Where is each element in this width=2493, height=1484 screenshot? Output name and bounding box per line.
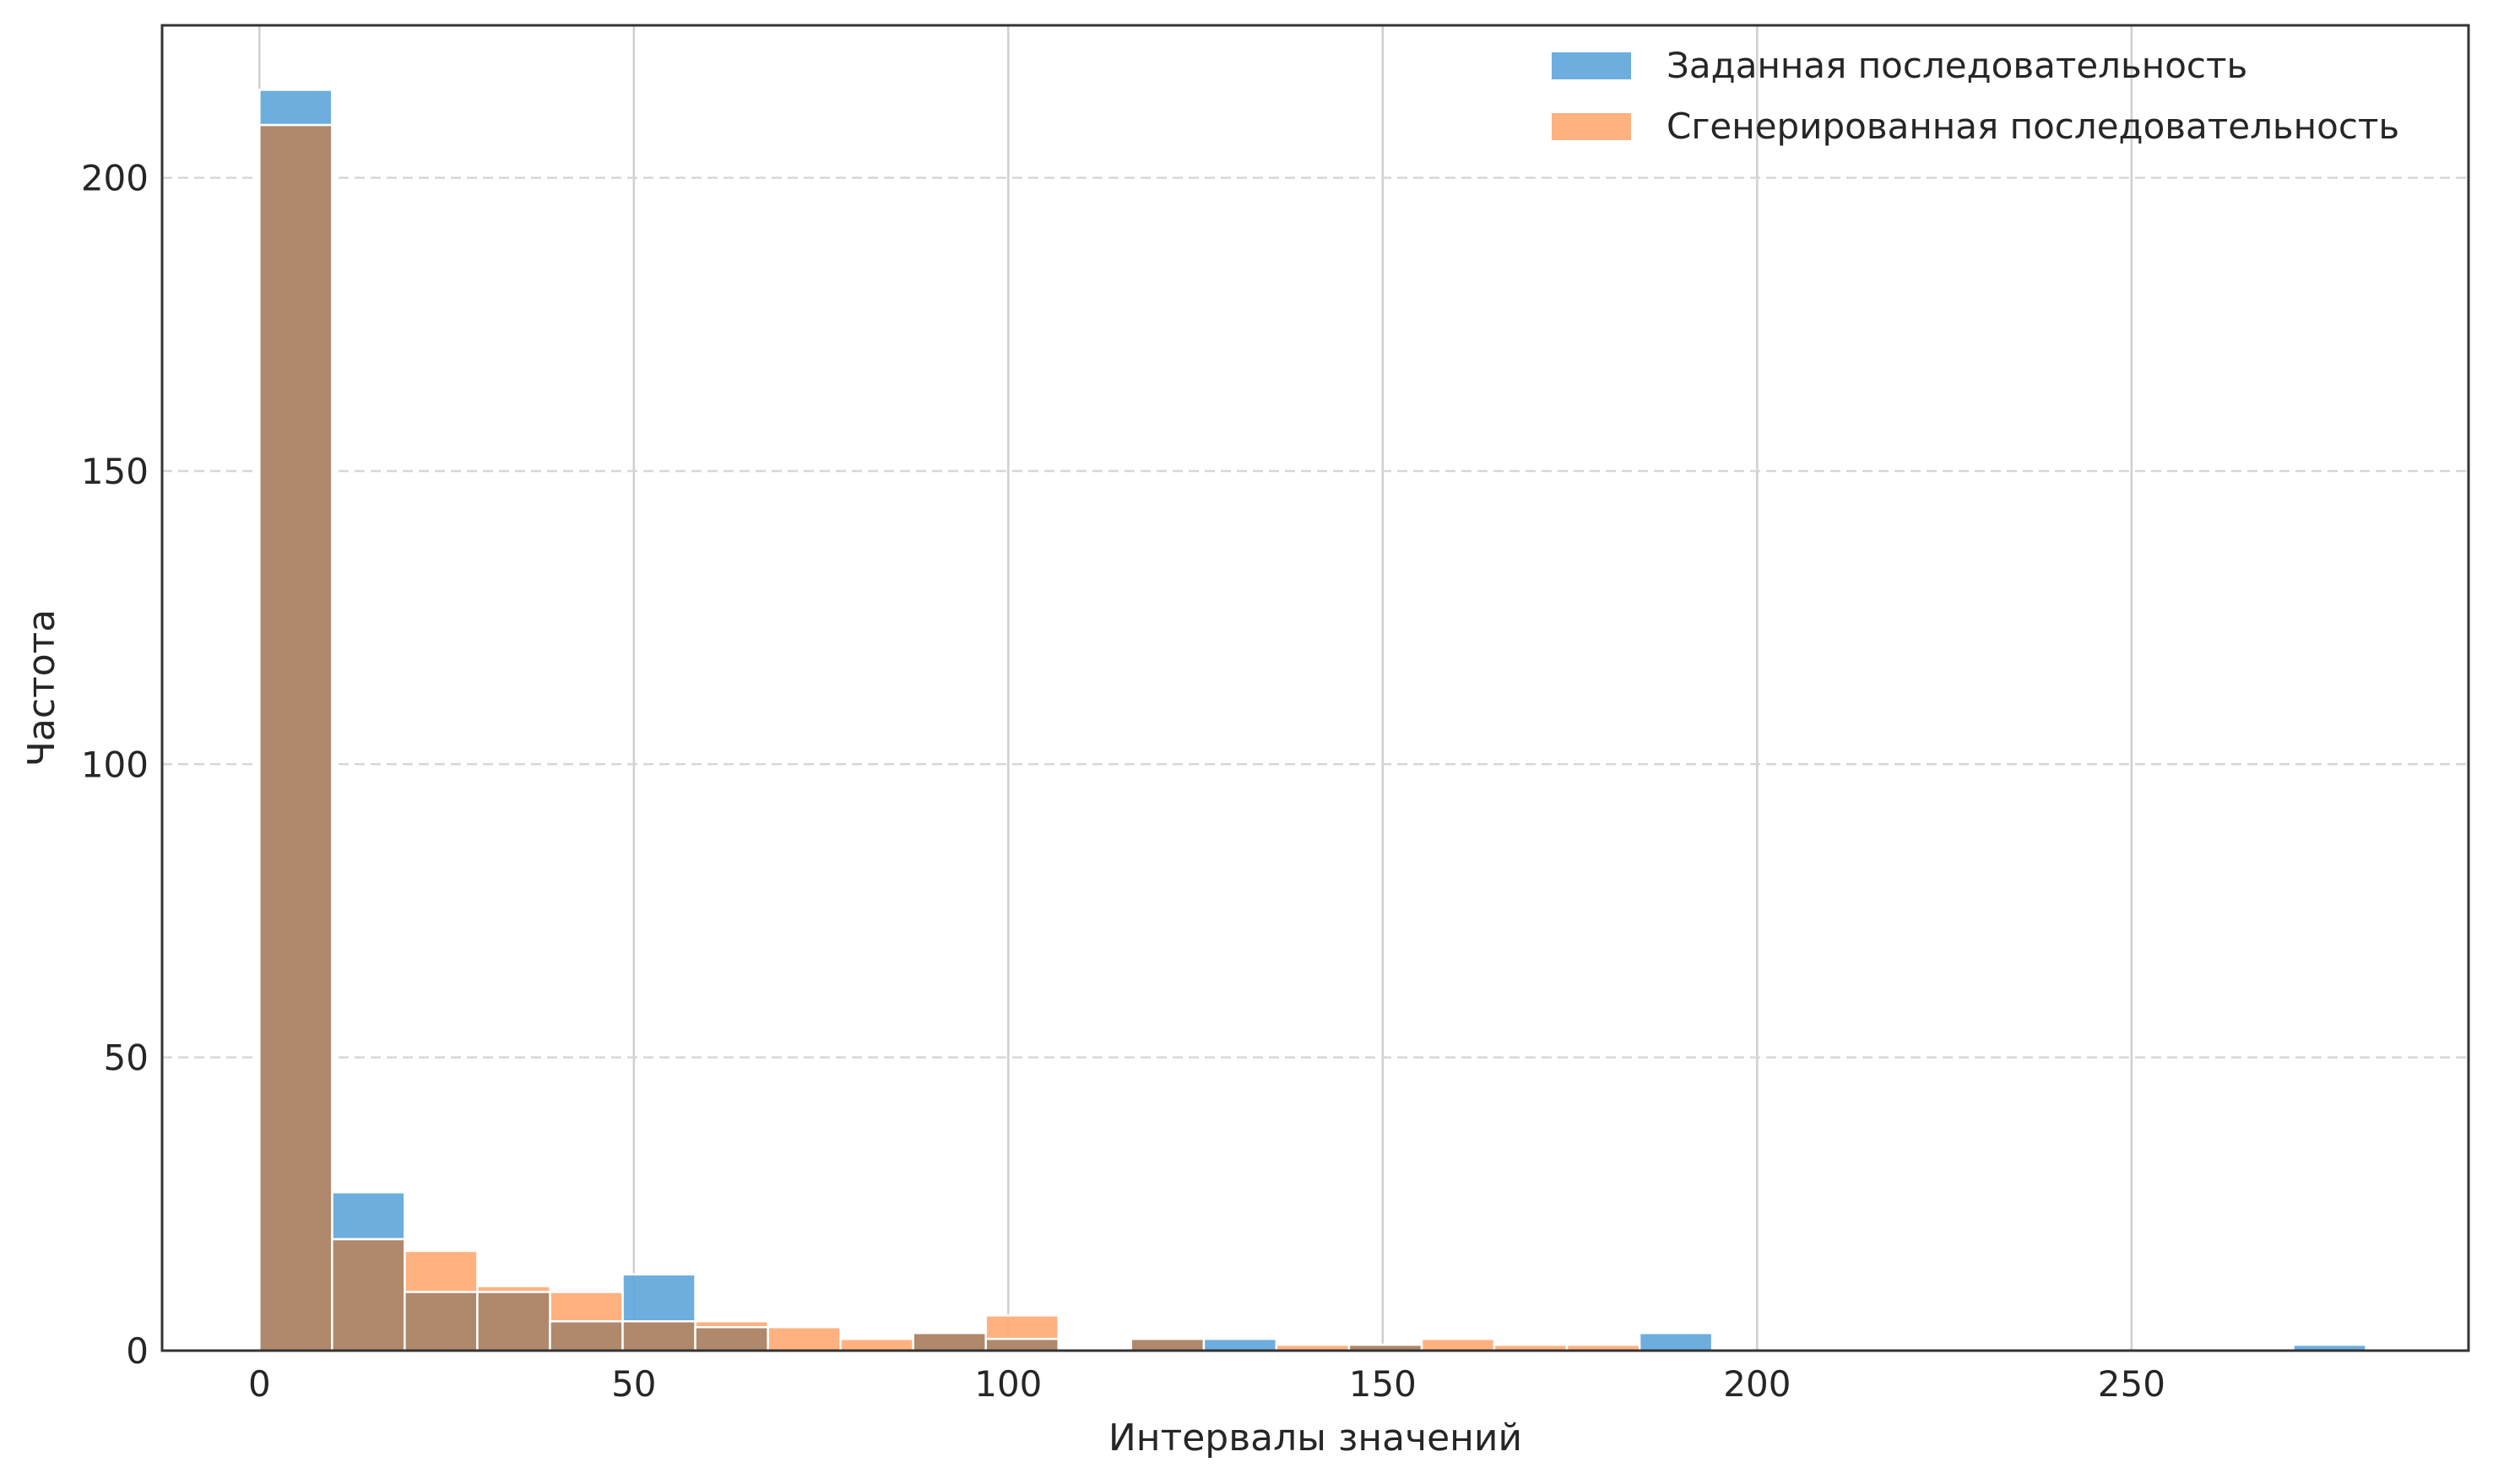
bar-overlap [912, 1331, 987, 1352]
legend-label-generated: Сгенерированная последовательность [1667, 106, 2399, 147]
bar-given [1638, 1331, 1714, 1352]
y-tick-label: 50 [104, 1037, 149, 1079]
legend-swatch-generated [1552, 113, 1631, 140]
bar-generated [839, 1337, 914, 1352]
legend-label-given: Заданная последовательность [1667, 45, 2247, 86]
bars-layer [258, 89, 2367, 1352]
bar-overlap [258, 123, 333, 1352]
legend: Заданная последовательность Сгенерированн… [1552, 45, 2399, 147]
ticks-layer: 0 50 100 150 200 250 0 50 100 150 200 [81, 158, 2165, 1405]
bar-overlap [549, 1320, 624, 1352]
x-tick-label: 250 [2098, 1363, 2165, 1405]
x-tick-label: 50 [611, 1363, 656, 1405]
y-axis-label: Частота [20, 609, 63, 766]
bar-generated [1420, 1337, 1496, 1352]
bar-generated [767, 1325, 842, 1352]
grid-layer [162, 25, 2469, 1351]
bar-overlap [621, 1320, 696, 1352]
y-tick-label: 0 [126, 1330, 149, 1372]
bar-overlap [984, 1337, 1060, 1352]
x-tick-label: 100 [974, 1363, 1042, 1405]
y-tick-label: 200 [81, 158, 149, 199]
bar-overlap [404, 1291, 479, 1352]
bar-overlap [694, 1325, 769, 1352]
x-tick-label: 150 [1349, 1363, 1417, 1405]
bar-overlap [476, 1291, 551, 1352]
bar-overlap [1130, 1337, 1206, 1352]
x-tick-label: 0 [248, 1363, 271, 1405]
y-tick-label: 150 [81, 451, 149, 492]
y-tick-label: 100 [81, 744, 149, 785]
legend-swatch-given [1552, 52, 1631, 79]
bar-overlap [331, 1238, 406, 1352]
bar-given [1202, 1337, 1278, 1352]
plot-frame [160, 24, 2470, 1352]
x-tick-label: 200 [1723, 1363, 1791, 1405]
x-axis-label: Интервалы значений [1108, 1416, 1522, 1460]
